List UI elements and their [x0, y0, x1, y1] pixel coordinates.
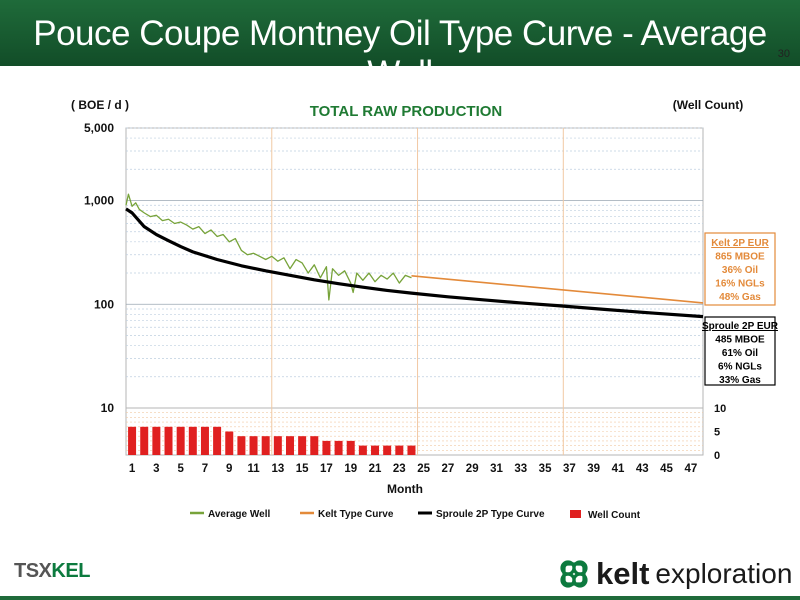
x-tick-label: 5 [177, 463, 184, 475]
x-tick-label: 21 [369, 463, 382, 475]
legend-label: Average Well [208, 509, 270, 520]
x-tick-label: 19 [344, 463, 357, 475]
x-tick-label: 39 [587, 463, 600, 475]
x-tick-label: 3 [153, 463, 159, 475]
well-count-bar [128, 426, 137, 455]
x-tick-label: 37 [563, 463, 576, 475]
x-tick-label: 41 [612, 463, 625, 475]
well-count-bar [140, 426, 149, 455]
brand-name: kelt [596, 556, 650, 591]
sproule-eur-box [704, 316, 776, 386]
well-count-bar [249, 436, 258, 455]
well-count-bar [213, 426, 222, 455]
y-tick-label: 10 [101, 401, 115, 415]
sproule-eur-line: 6% NGLs [718, 362, 762, 373]
x-tick-label: 31 [490, 463, 503, 475]
y2-axis-label: (Well Count) [673, 98, 743, 112]
x-tick-label: 13 [271, 463, 284, 475]
well-count-bar [188, 426, 197, 455]
y2-tick-label: 0 [714, 450, 720, 462]
kelt-eur-line: 36% Oil [722, 265, 758, 276]
legend-label: Kelt Type Curve [318, 509, 394, 520]
well-count-bar [371, 445, 380, 455]
x-tick-label: 33 [514, 463, 527, 475]
well-count-bar [152, 426, 161, 455]
sproule-eur-line: 485 MBOE [715, 335, 765, 346]
well-count-bar [225, 431, 234, 455]
sproule-eur-line: Sproule 2P EUR [702, 321, 779, 332]
x-tick-label: 9 [226, 463, 232, 475]
well-count-bar [261, 436, 270, 455]
kelt-type-curve-line [411, 275, 704, 304]
well-count-bar [395, 445, 404, 455]
page-number: 30 [777, 48, 790, 60]
x-tick-label: 15 [296, 463, 309, 475]
x-tick-label: 25 [417, 463, 430, 475]
brand-suffix: exploration [655, 558, 793, 589]
chart-title: TOTAL RAW PRODUCTION [310, 103, 503, 120]
kelt-eur-box [704, 232, 776, 306]
x-tick-label: 7 [202, 463, 208, 475]
x-tick-label: 35 [539, 463, 552, 475]
x-tick-label: 23 [393, 463, 406, 475]
well-count-bar [407, 445, 416, 455]
title-banner: Pouce Coupe Montney Oil Type Curve - Ave… [0, 0, 800, 93]
well-count-bar [200, 426, 209, 455]
average-well-line [125, 193, 412, 301]
sproule-eur-line: 61% Oil [722, 348, 758, 359]
celtic-knot-icon [560, 560, 588, 588]
x-tick-label: 47 [684, 463, 697, 475]
x-tick-label: 45 [660, 463, 673, 475]
plot-area [125, 127, 704, 409]
sproule-eur-line: 33% Gas [719, 375, 761, 386]
well-count-bar [285, 436, 294, 455]
well-count-bar [358, 445, 367, 455]
well-count-bar [346, 440, 355, 455]
kelt-eur-line: 865 MBOE [715, 252, 765, 263]
kelt-eur-line: 48% Gas [719, 292, 761, 303]
x-tick-label: 17 [320, 463, 333, 475]
well-count-bar [383, 445, 392, 455]
well-count-bar [310, 436, 319, 455]
well-count-bar [237, 436, 246, 455]
x-tick-label: 29 [466, 463, 479, 475]
x-tick-label: 11 [247, 463, 260, 475]
slide-title: Pouce Coupe Montney Oil Type Curve - Ave… [33, 14, 767, 93]
legend-swatch [570, 510, 581, 518]
well-count-bar [322, 440, 331, 455]
y-axis-label: ( BOE / d ) [71, 98, 129, 112]
well-count-bar [273, 436, 282, 455]
x-tick-label: 43 [636, 463, 649, 475]
y-tick-label: 5,000 [84, 121, 114, 135]
y2-tick-label: 10 [714, 403, 726, 415]
tsx-ticker-symbol: KEL [51, 560, 90, 582]
kelt-logo: kelt exploration [556, 554, 792, 594]
x-tick-label: 1 [129, 463, 136, 475]
tsx-prefix: TSX [14, 560, 52, 582]
y-tick-label: 1,000 [84, 194, 114, 208]
kelt-eur-line: Kelt 2P EUR [711, 238, 769, 249]
x-axis-label: Month [387, 482, 423, 496]
sproule-type-curve-line [125, 207, 704, 319]
x-tick-label: 27 [442, 463, 455, 475]
footer-divider [0, 596, 800, 600]
y2-tick-label: 5 [714, 427, 720, 439]
well-count-bar [176, 426, 185, 455]
well-count-bar [298, 436, 307, 455]
well-count-bar [164, 426, 173, 455]
y-tick-label: 100 [94, 297, 114, 311]
tsx-ticker: TSXKEL [14, 560, 90, 583]
well-count-bar [334, 440, 343, 455]
legend-label: Well Count [588, 510, 641, 521]
kelt-eur-line: 16% NGLs [715, 279, 765, 290]
legend-label: Sproule 2P Type Curve [436, 509, 545, 520]
